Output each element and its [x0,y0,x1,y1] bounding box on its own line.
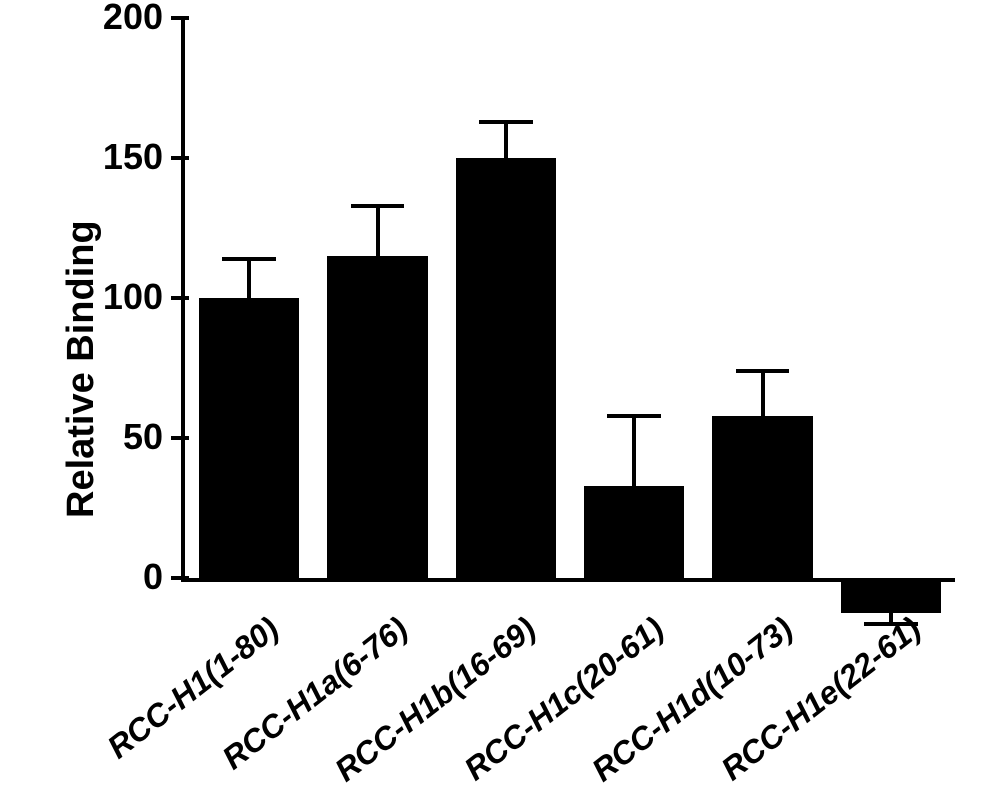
error-cap [607,414,661,418]
error-cap [222,257,276,261]
y-axis-title: Relative Binding [60,220,103,518]
error-bar [247,259,251,298]
y-tick-label: 200 [103,0,163,38]
y-tick-mark [171,436,189,440]
y-tick-label: 150 [103,136,163,178]
y-tick-label: 100 [103,276,163,318]
error-cap [736,369,790,373]
error-bar [761,371,765,416]
y-tick-label: 0 [143,556,163,598]
error-bar [376,206,380,256]
y-tick-mark [171,156,189,160]
error-bar [504,122,508,158]
error-cap [479,120,533,124]
y-tick-mark [171,16,189,20]
error-bar [632,416,636,486]
y-tick-label: 50 [123,416,163,458]
y-tick-mark [171,576,189,580]
error-cap [351,204,405,208]
y-tick-mark [171,296,189,300]
bar [199,298,299,578]
bar-chart: 050100150200 Relative Binding RCC-H1(1-8… [0,0,1000,791]
